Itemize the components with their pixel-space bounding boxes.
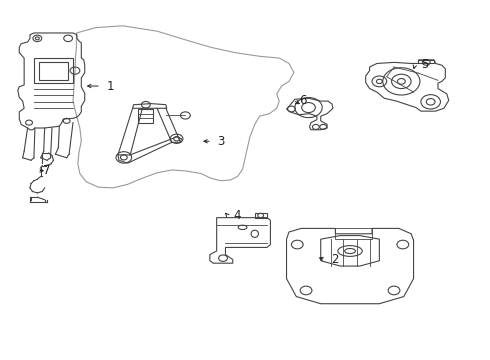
- Text: 6: 6: [299, 94, 306, 107]
- Text: 1: 1: [107, 80, 114, 93]
- Text: 2: 2: [331, 253, 339, 266]
- Text: 7: 7: [43, 164, 50, 177]
- Text: 4: 4: [234, 210, 241, 222]
- Text: 3: 3: [218, 135, 225, 148]
- Text: 5: 5: [421, 58, 428, 71]
